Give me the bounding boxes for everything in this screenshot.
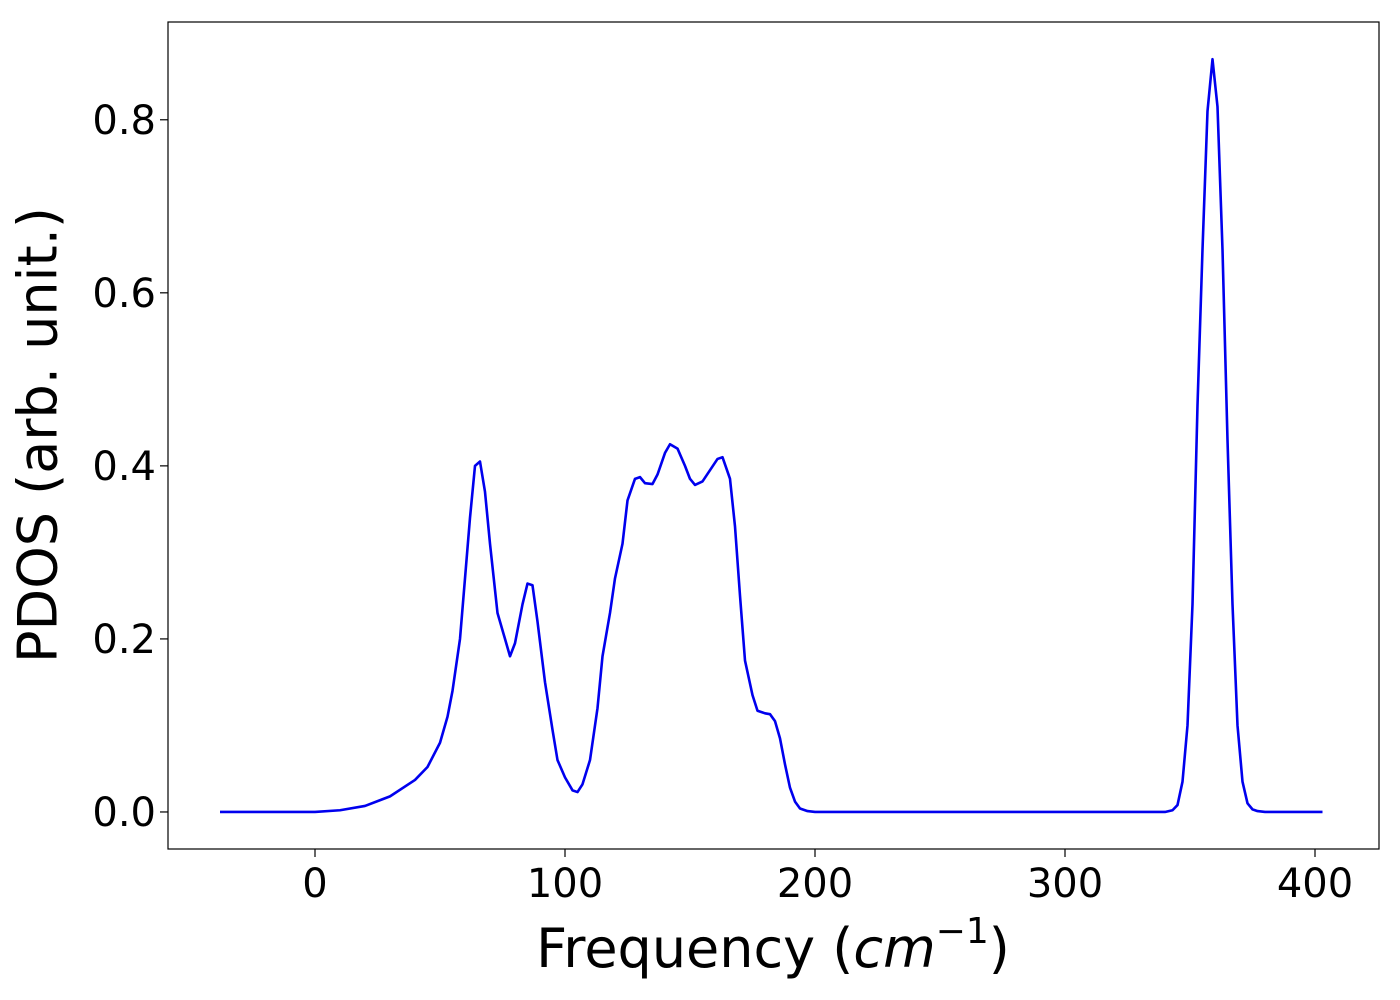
x-tick-label: 100 (527, 861, 603, 907)
y-tick-label: 0.0 (92, 790, 156, 836)
data-line (220, 57, 1323, 814)
y-tick-label: 0.6 (92, 271, 156, 317)
x-label-text: Frequency ( (536, 917, 853, 980)
y-axis-label: PDOS (arb. unit.) (7, 207, 70, 663)
plot-frame (167, 21, 1380, 850)
x-tick-label: 0 (302, 861, 327, 907)
x-label-unit: cm (853, 917, 935, 980)
x-tick-label: 400 (1277, 861, 1353, 907)
x-axis-label: Frequency (cm−1) (536, 911, 1010, 980)
x-tick-label: 300 (1027, 861, 1103, 907)
x-tick-label: 200 (777, 861, 853, 907)
x-label-text: ) (989, 917, 1010, 980)
y-tick-label: 0.4 (92, 444, 156, 490)
y-tick-label: 0.8 (92, 98, 156, 144)
x-label-exponent: −1 (936, 911, 989, 952)
y-tick-label: 0.2 (92, 617, 156, 663)
